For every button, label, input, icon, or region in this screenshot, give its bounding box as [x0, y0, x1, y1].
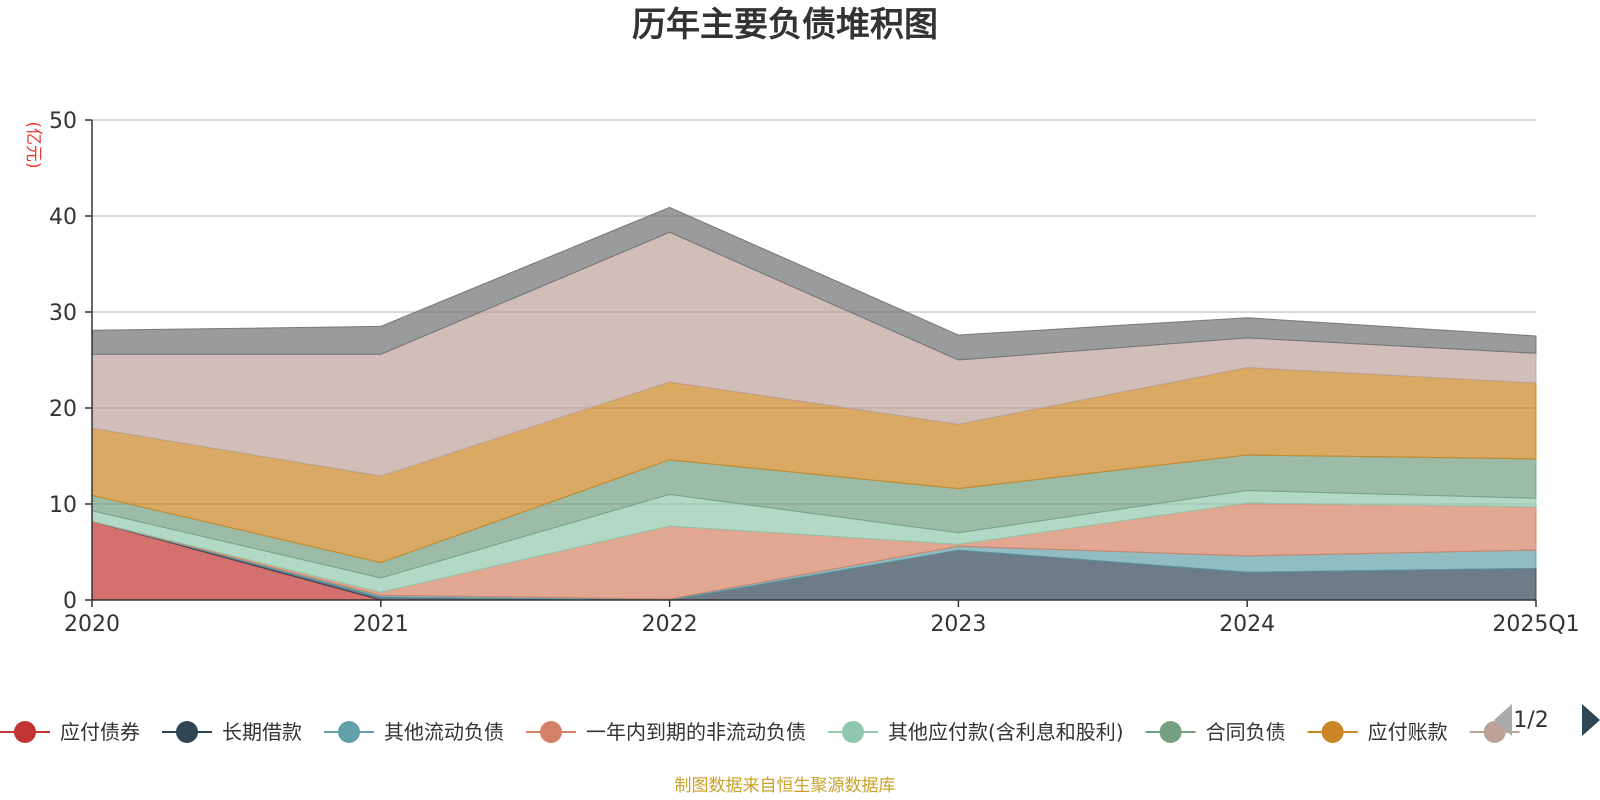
legend-circle-icon: [841, 721, 864, 743]
legend-circle-icon: [337, 721, 360, 743]
legend-item[interactable]: 应付债券: [0, 720, 140, 744]
y-tick-label: 0: [63, 589, 77, 614]
chart-title: 历年主要负债堆积图: [632, 5, 938, 45]
legend[interactable]: 应付债券 长期借款 其他流动负债 一年内到期的非流动负债 其他应付款(含利息和股利) 合同…: [0, 720, 1520, 744]
area-series: [91, 206, 1537, 601]
y-tick-label: 10: [49, 493, 77, 518]
x-tick-label: 2024: [1219, 612, 1275, 637]
legend-item[interactable]: [1469, 721, 1520, 743]
y-tick-label: 50: [49, 109, 77, 134]
x-tick-label: 2021: [353, 612, 409, 637]
legend-item[interactable]: 一年内到期的非流动负债: [525, 720, 806, 744]
legend-label: 其他应付款(含利息和股利): [888, 720, 1124, 744]
axes: [85, 119, 1537, 607]
source-note: 制图数据来自恒生聚源数据库: [675, 776, 896, 796]
legend-label: 合同负债: [1206, 720, 1286, 744]
legend-circle-icon: [539, 721, 562, 743]
y-tick-label: 40: [49, 205, 77, 230]
legend-circle-icon: [1483, 721, 1506, 743]
legend-item[interactable]: 长期借款: [161, 720, 302, 744]
y-tick-label: 20: [49, 397, 77, 422]
legend-label: 长期借款: [222, 720, 302, 744]
x-tick-label: 2020: [64, 612, 120, 637]
legend-item[interactable]: 其他流动负债: [323, 720, 504, 744]
y-tick-label: 30: [49, 301, 77, 326]
legend-prev-arrow-icon[interactable]: [1494, 704, 1512, 736]
legend-label: 应付账款: [1368, 720, 1448, 744]
legend-label: 应付债券: [60, 720, 140, 744]
legend-pager[interactable]: 1/2: [1494, 704, 1600, 736]
area-series-9: [91, 206, 1537, 361]
tick-labels: 0 10 20 30 40 50 2020 2021 2022 2023 2024 2025Q1: [49, 109, 1580, 637]
legend-label: 其他流动负债: [384, 720, 504, 744]
legend-next-arrow-icon[interactable]: [1582, 704, 1600, 736]
legend-circle-icon: [175, 721, 198, 743]
y-axis-label: (亿元): [23, 121, 43, 168]
legend-item[interactable]: 应付账款: [1307, 720, 1448, 744]
x-tick-label: 2022: [642, 612, 698, 637]
legend-circle-icon: [14, 721, 36, 743]
x-tick-label: 2023: [930, 612, 986, 637]
legend-item[interactable]: 合同负债: [1145, 720, 1286, 744]
legend-item[interactable]: 其他应付款(含利息和股利): [827, 720, 1124, 744]
x-tick-label: 2025Q1: [1492, 612, 1579, 637]
legend-label: 一年内到期的非流动负债: [586, 720, 806, 744]
legend-circle-icon: [1321, 721, 1344, 743]
legend-circle-icon: [1159, 721, 1182, 743]
legend-page-indicator: 1/2: [1513, 708, 1548, 733]
